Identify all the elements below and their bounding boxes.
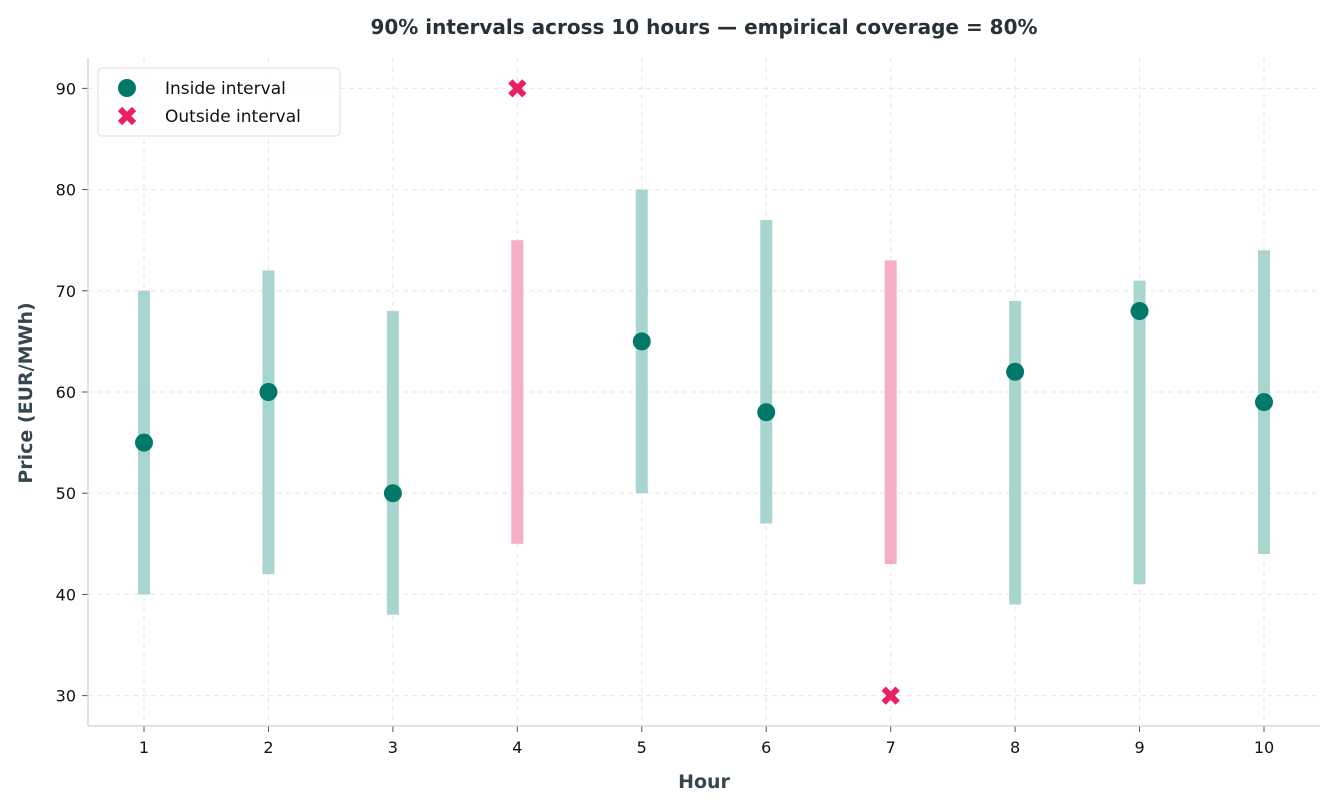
legend-label: Outside interval (165, 107, 301, 127)
outside-point-hour-7 (881, 686, 900, 705)
x-tick-label: 10 (1254, 738, 1274, 757)
chart-title: 90% intervals across 10 hours — empirica… (370, 15, 1037, 39)
x-marker-stroke (508, 79, 527, 98)
x-axis-label: Hour (678, 771, 730, 793)
legend-inside-marker (118, 79, 136, 97)
x-tick-label: 9 (1134, 738, 1144, 757)
x-marker-stroke (881, 686, 900, 705)
x-tick-label: 7 (886, 738, 896, 757)
outside-point-hour-4 (508, 79, 527, 98)
x-tick-label: 1 (139, 738, 149, 757)
x-tick-label: 3 (388, 738, 398, 757)
interval-bar-hour-6 (760, 219, 773, 524)
inside-point-hour-9 (1130, 302, 1149, 321)
inside-point-hour-2 (259, 383, 278, 401)
y-tick-label: 70 (56, 282, 76, 301)
x-marker-stroke (117, 106, 137, 126)
y-tick-label: 90 (56, 79, 76, 98)
legend-frame (97, 67, 341, 137)
interval-bar-hour-2 (262, 270, 275, 575)
axes (82, 58, 1320, 732)
tick-labels: 1 2 3 4 5 6 7 8 9 10 30 40 50 60 70 80 90 (56, 79, 1275, 757)
interval-bar-hour-3 (386, 311, 399, 615)
interval-bar-hour-9 (1133, 280, 1146, 585)
x-tick-label: 5 (637, 738, 647, 757)
legend: Inside interval Outside interval (97, 67, 341, 137)
interval-bar-hour-8 (1009, 300, 1022, 605)
x-tick-label: 2 (263, 738, 273, 757)
y-axis-label: Price (EUR/MWh) (15, 302, 37, 483)
y-tick-label: 40 (56, 585, 76, 604)
interval-bars (138, 189, 1270, 615)
inside-point-hour-1 (135, 433, 153, 452)
y-tick-label: 60 (56, 383, 76, 402)
x-tick-label: 6 (761, 738, 771, 757)
inside-point-hour-10 (1255, 393, 1273, 412)
x-tick-label: 8 (1010, 738, 1020, 757)
y-tick-label: 30 (56, 687, 76, 706)
y-tick-label: 80 (56, 181, 76, 200)
interval-bar-hour-4 (511, 240, 524, 544)
inside-point-hour-3 (383, 484, 402, 503)
legend-outside-marker (117, 106, 137, 126)
inside-point-hour-5 (632, 332, 651, 351)
point-markers (135, 79, 1273, 705)
x-tick-label: 4 (512, 738, 522, 757)
y-tick-label: 50 (56, 484, 76, 503)
inside-point-hour-8 (1006, 362, 1025, 381)
inside-point-hour-6 (757, 403, 776, 422)
interval-bar-hour-7 (884, 260, 897, 565)
legend-label: Inside interval (165, 79, 286, 99)
